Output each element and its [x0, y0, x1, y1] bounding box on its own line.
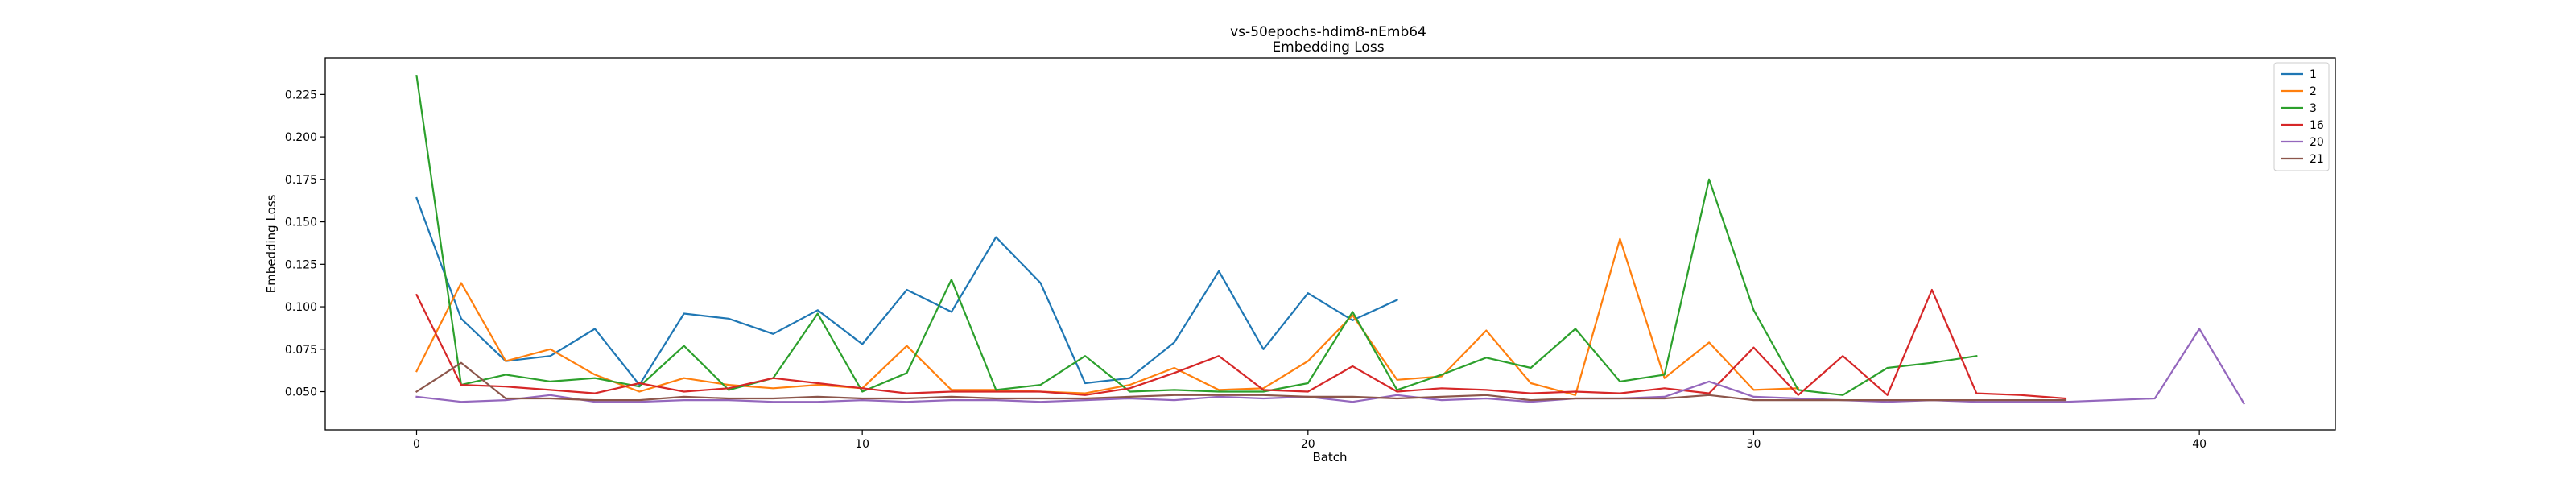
chart-title: vs-50epochs-hdim8-nEmb64: [1230, 24, 1426, 40]
y-tick-label: 0.150: [285, 217, 317, 229]
series-line-1: [415, 196, 1398, 386]
legend-box: [2273, 62, 2330, 171]
chart-subtitle: Embedding Loss: [1272, 39, 1384, 56]
plot-series-group: [415, 74, 2246, 405]
legend: 1 2 3 16 20 21: [2273, 62, 2330, 171]
x-axis: 0 10 20 30 40: [413, 430, 2207, 451]
y-tick-label: 0.100: [285, 301, 317, 314]
x-tick-label: 20: [1301, 438, 1315, 451]
y-tick-label: 0.125: [285, 258, 317, 271]
legend-label-1: 1: [2310, 68, 2317, 81]
series-line-16: [415, 288, 2067, 400]
y-tick-label: 0.075: [285, 344, 317, 357]
y-tick-label: 0.175: [285, 174, 317, 187]
legend-label-3: 3: [2310, 102, 2317, 115]
legend-label-21: 21: [2310, 153, 2324, 166]
legend-label-2: 2: [2310, 85, 2317, 98]
x-tick-label: 40: [2192, 438, 2207, 451]
x-tick-label: 10: [855, 438, 869, 451]
x-tick-label: 30: [1747, 438, 1761, 451]
y-axis: 0.050 0.075 0.100 0.125 0.150 0.175 0.200 0.225: [285, 89, 325, 399]
x-tick-label: 0: [413, 438, 420, 451]
y-tick-label: 0.225: [285, 89, 317, 101]
plot-frame: [324, 57, 2336, 431]
y-tick-label: 0.200: [285, 131, 317, 144]
y-tick-label: 0.050: [285, 386, 317, 399]
series-line-3: [415, 74, 1978, 396]
series-line-2: [415, 237, 1799, 396]
x-axis-label: Batch: [1312, 450, 1347, 464]
legend-label-16: 16: [2310, 119, 2324, 132]
legend-label-20: 20: [2310, 136, 2324, 149]
y-axis-label: Embedding Loss: [264, 194, 279, 293]
series-line-21: [415, 361, 2067, 402]
